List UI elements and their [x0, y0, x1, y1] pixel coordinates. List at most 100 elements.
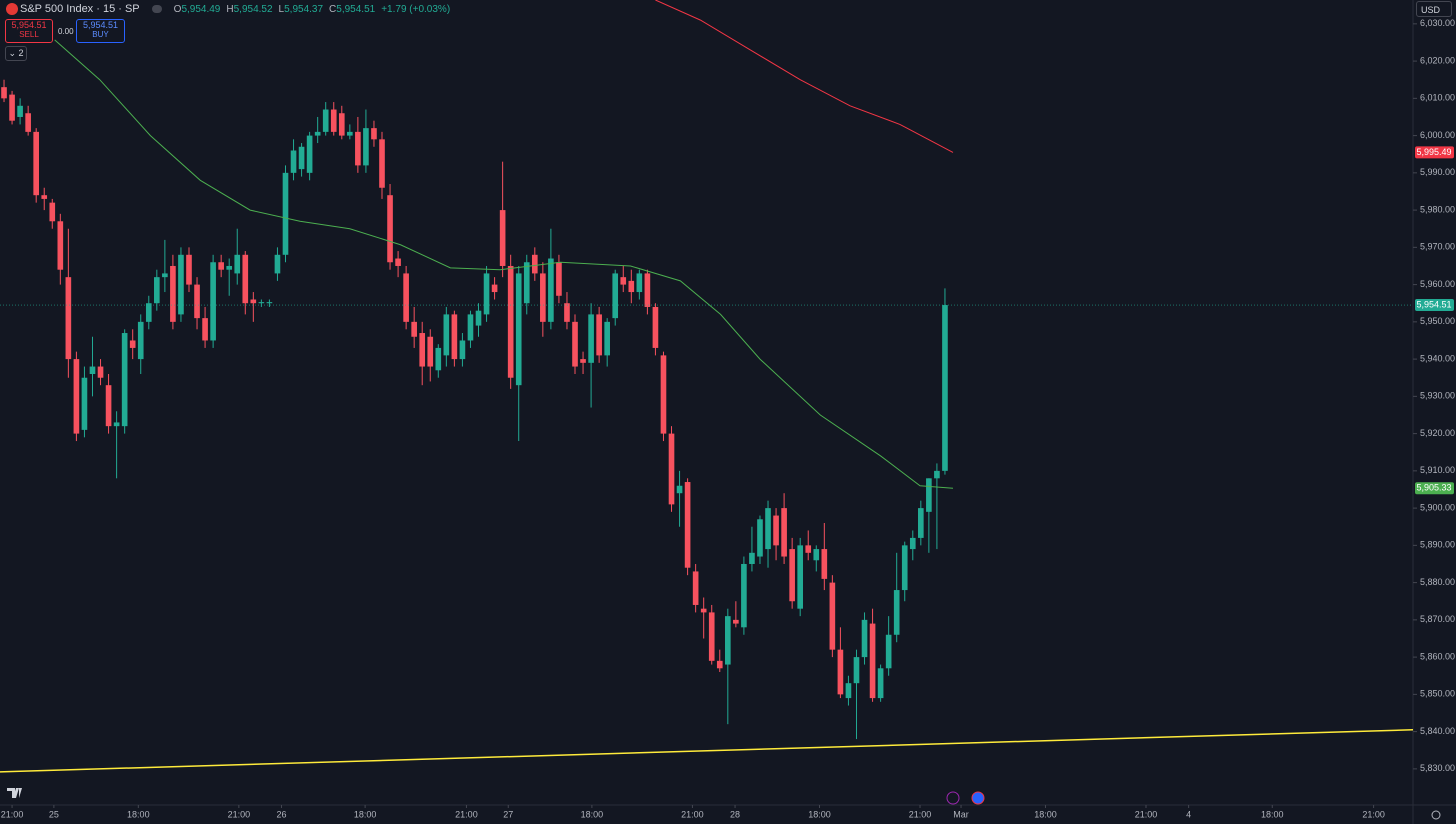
y-tick-label: 5,900.00: [1420, 502, 1455, 512]
indicator-line: [54, 39, 954, 489]
candle-body: [861, 619, 868, 658]
y-tick-label: 6,000.00: [1420, 130, 1455, 140]
currency: USD: [1421, 5, 1441, 15]
candle-body: [89, 366, 96, 375]
y-tick-label: 5,960.00: [1420, 279, 1455, 289]
currency-select[interactable]: USD: [1416, 1, 1452, 17]
flag-icon[interactable]: [971, 791, 985, 805]
events-icon[interactable]: [946, 791, 960, 805]
indicator-line: [0, 729, 1413, 773]
candle-body: [668, 433, 675, 505]
candle-body: [298, 146, 305, 170]
candle-body: [17, 105, 23, 117]
candle-body: [540, 273, 546, 322]
y-tick-label: 5,990.00: [1420, 167, 1455, 177]
candle-body: [588, 314, 594, 363]
h-value: 5,954.52: [233, 3, 273, 15]
x-tick-label: 21:00: [681, 809, 704, 819]
candle-body: [435, 347, 442, 371]
y-tick-label: 5,910.00: [1420, 465, 1455, 475]
candle-body: [387, 195, 393, 263]
candle-body: [797, 545, 804, 609]
candle-body: [845, 683, 852, 699]
collapse-button[interactable]: [151, 5, 162, 13]
candle-body: [628, 280, 635, 293]
candle-body: [531, 254, 538, 274]
y-tick-label: 5,920.00: [1420, 428, 1455, 438]
candle-body: [218, 262, 224, 270]
candle-body: [451, 314, 458, 360]
candle-body: [523, 262, 530, 304]
candle-body: [1, 87, 7, 99]
candle-body: [765, 508, 771, 550]
candle-body: [942, 305, 948, 471]
buy-price: 5,954.51: [82, 20, 119, 30]
x-tick-label: 18:00: [581, 809, 604, 819]
candle-body: [443, 314, 450, 356]
x-tick-label: 27: [503, 809, 513, 819]
candle-body: [644, 273, 651, 307]
candle-body: [226, 265, 233, 270]
price-label-bg: [1415, 146, 1454, 159]
candle-body: [105, 385, 112, 427]
candle-body: [145, 303, 152, 322]
x-tick-label: 21:00: [455, 809, 478, 819]
candle-body: [25, 113, 31, 132]
candle-body: [178, 254, 184, 315]
c-label: C: [329, 3, 337, 15]
candle-body: [918, 508, 924, 538]
x-tick-label: 4: [1186, 809, 1191, 819]
price-label-bg: [1415, 482, 1454, 495]
candle-body: [660, 355, 667, 434]
symbol-logo: [6, 3, 18, 15]
symbol-header: S&P 500 Index · 15 · SP O5,954.49 H5,954…: [6, 3, 450, 15]
candle-body: [65, 277, 72, 360]
candle-body: [363, 128, 369, 166]
x-tick-label: 21:00: [909, 809, 932, 819]
candle-body: [499, 210, 506, 266]
x-tick-label: 18:00: [808, 809, 831, 819]
candle-body: [347, 131, 353, 136]
y-tick-label: 5,890.00: [1420, 540, 1455, 550]
candle-body: [934, 470, 940, 479]
candle-body: [885, 634, 892, 669]
candle-body: [507, 265, 514, 378]
indicators-toggle[interactable]: ⌄ 2: [5, 46, 27, 61]
candle-body: [596, 314, 602, 356]
candle-body: [869, 623, 876, 699]
candle-body: [411, 321, 417, 337]
candle-body: [137, 321, 144, 360]
candle-body: [459, 340, 466, 360]
buy-button[interactable]: 5,954.51 BUY: [76, 19, 125, 43]
candle-body: [210, 262, 216, 341]
candle-body: [515, 273, 522, 386]
candle-body: [708, 612, 715, 661]
symbol-title[interactable]: S&P 500 Index · 15 · SP: [20, 3, 140, 15]
candle-body: [73, 359, 80, 434]
candle-body: [829, 582, 836, 650]
candle-body: [741, 563, 747, 628]
y-tick-label: 6,030.00: [1420, 18, 1455, 28]
x-tick-label: 21:00: [1135, 809, 1158, 819]
x-tick-label: 18:00: [1261, 809, 1284, 819]
y-tick-label: 6,020.00: [1420, 55, 1455, 65]
sell-button[interactable]: 5,954.51 SELL: [5, 19, 53, 43]
candle-body: [821, 549, 828, 579]
candle-body: [97, 366, 104, 378]
candle-body: [483, 273, 490, 315]
y-tick-label: 6,010.00: [1420, 93, 1455, 103]
l-label: L: [278, 3, 285, 15]
candle-body: [290, 150, 297, 173]
sell-price: 5,954.51: [11, 20, 47, 30]
candle-body: [475, 310, 482, 326]
candle-body: [733, 619, 739, 624]
candle-body: [636, 273, 643, 293]
x-tick-label: 26: [276, 809, 286, 819]
candle-body: [692, 571, 699, 605]
price-label: 5,954.51: [1416, 299, 1451, 309]
y-tick-label: 5,870.00: [1420, 614, 1455, 624]
candle-body: [612, 273, 619, 319]
settings-icon[interactable]: [1431, 810, 1441, 820]
candle-body: [789, 549, 795, 602]
